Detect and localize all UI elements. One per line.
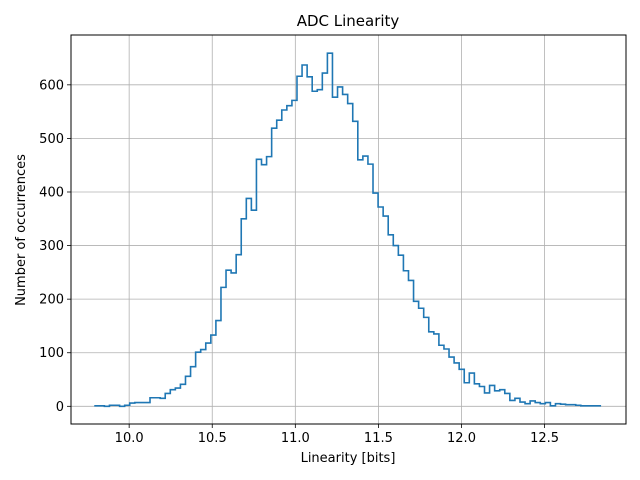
y-tick-label: 600 xyxy=(39,78,64,93)
x-tick-label: 12.5 xyxy=(530,431,559,446)
x-tick-label: 10.0 xyxy=(115,431,144,446)
plot-frame xyxy=(70,34,627,425)
x-tick-label: 12.0 xyxy=(447,431,476,446)
histogram-step-line xyxy=(94,52,602,408)
y-tick-label: 300 xyxy=(39,239,64,254)
grid-layer xyxy=(71,35,626,424)
y-axis-label: Number of occurrences xyxy=(14,154,29,306)
y-tick-label: 200 xyxy=(39,293,64,308)
y-tick-label: 400 xyxy=(39,185,64,200)
x-tick-label: 10.5 xyxy=(198,431,227,446)
y-tick-label: 100 xyxy=(39,346,64,361)
x-tick-label: 11.0 xyxy=(281,431,310,446)
chart-title: ADC Linearity xyxy=(297,12,400,30)
y-tick-label: 0 xyxy=(56,400,64,415)
x-tick-label: 11.5 xyxy=(364,431,393,446)
tick-layer: 10.0 10.5 11.0 11.5 12.0 12.5 0 100 200 300 400 500… xyxy=(39,78,559,446)
x-axis-label: Linearity [bits] xyxy=(301,451,396,466)
y-tick-label: 500 xyxy=(39,132,64,147)
